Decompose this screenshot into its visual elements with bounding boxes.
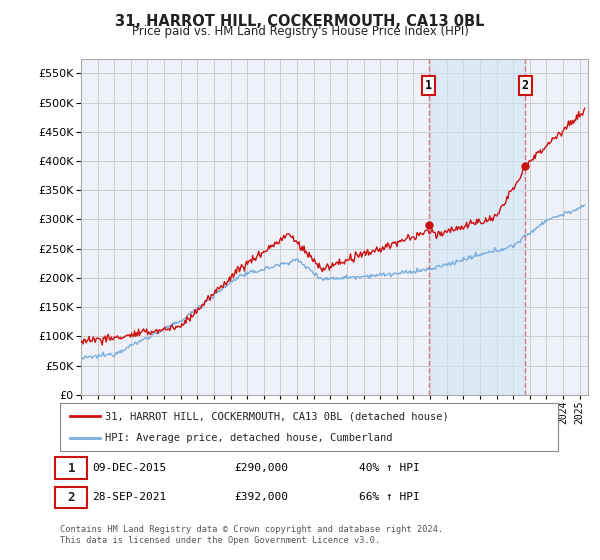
Text: 40% ↑ HPI: 40% ↑ HPI: [359, 463, 419, 473]
Text: 2: 2: [522, 78, 529, 92]
Text: Price paid vs. HM Land Registry's House Price Index (HPI): Price paid vs. HM Land Registry's House …: [131, 25, 469, 38]
Text: 31, HARROT HILL, COCKERMOUTH, CA13 0BL (detached house): 31, HARROT HILL, COCKERMOUTH, CA13 0BL (…: [105, 411, 449, 421]
Text: £290,000: £290,000: [234, 463, 288, 473]
Text: 09-DEC-2015: 09-DEC-2015: [92, 463, 167, 473]
Text: HPI: Average price, detached house, Cumberland: HPI: Average price, detached house, Cumb…: [105, 433, 392, 443]
FancyBboxPatch shape: [60, 403, 558, 451]
Text: 1: 1: [425, 78, 433, 92]
Text: 1: 1: [67, 461, 75, 474]
Text: £392,000: £392,000: [234, 492, 288, 502]
Text: 28-SEP-2021: 28-SEP-2021: [92, 492, 167, 502]
FancyBboxPatch shape: [55, 457, 88, 479]
Text: 2: 2: [67, 491, 75, 504]
Text: Contains HM Land Registry data © Crown copyright and database right 2024.
This d: Contains HM Land Registry data © Crown c…: [60, 525, 443, 545]
Bar: [429, 59, 526, 395]
FancyBboxPatch shape: [55, 487, 88, 508]
Text: 66% ↑ HPI: 66% ↑ HPI: [359, 492, 419, 502]
Text: 31, HARROT HILL, COCKERMOUTH, CA13 0BL: 31, HARROT HILL, COCKERMOUTH, CA13 0BL: [115, 14, 485, 29]
